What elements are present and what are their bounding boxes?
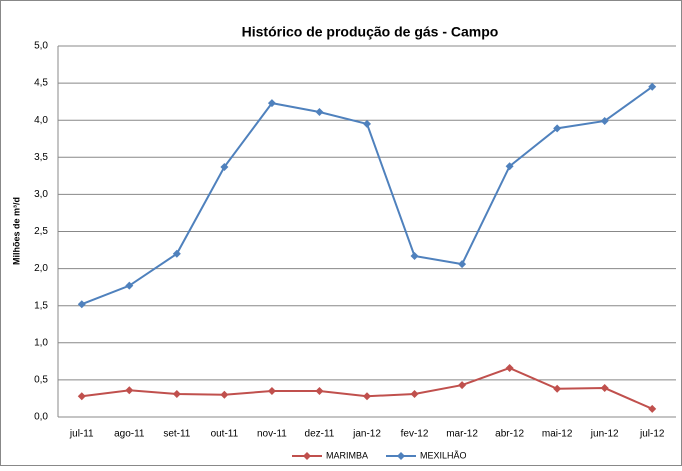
y-tick-label: 1,5 (34, 300, 48, 311)
marker (553, 124, 562, 133)
y-tick-label: 4,0 (34, 115, 48, 126)
legend-marker (303, 452, 311, 460)
marker (267, 387, 276, 396)
marker (600, 384, 609, 393)
marker (505, 364, 514, 373)
x-tick-label: ago-11 (114, 429, 145, 440)
marker (172, 389, 181, 398)
x-tick-label: abr-12 (495, 429, 524, 440)
marker (315, 387, 324, 396)
marker (410, 389, 419, 398)
x-tick-label: jan-12 (352, 429, 381, 440)
x-tick-label: dez-11 (305, 429, 335, 440)
marker (267, 99, 276, 108)
marker (220, 390, 229, 399)
marker (77, 300, 86, 309)
y-tick-label: 1,0 (34, 337, 48, 348)
marker (172, 249, 181, 258)
y-tick-label: 2,0 (34, 263, 48, 274)
x-tick-label: out-11 (211, 429, 239, 440)
marker (410, 251, 419, 260)
marker (600, 116, 609, 125)
y-tick-label: 3,0 (34, 189, 48, 200)
x-tick-label: mai-12 (542, 429, 573, 440)
y-axis-label: Milhões de m³/d (11, 197, 21, 265)
marker (553, 384, 562, 393)
y-tick-label: 0,5 (34, 375, 48, 386)
marker (458, 260, 467, 269)
marker (220, 162, 229, 171)
x-tick-label: jul-12 (639, 429, 665, 440)
y-tick-label: 2,5 (34, 226, 48, 237)
x-tick-label: nov-11 (257, 429, 287, 440)
y-tick-label: 5,0 (34, 41, 48, 52)
x-tick-label: fev-12 (401, 429, 429, 440)
marker (648, 404, 657, 413)
marker (315, 108, 324, 117)
marker (363, 392, 371, 401)
marker (458, 381, 467, 390)
y-tick-label: 0,0 (34, 412, 48, 423)
marker (77, 392, 86, 401)
legend-label: MARIMBA (326, 450, 368, 460)
marker (125, 386, 134, 395)
marker (648, 82, 657, 91)
x-tick-label: jul-11 (69, 429, 94, 440)
legend-label: MEXILHÃO (420, 450, 467, 460)
marker (505, 162, 514, 171)
marker (125, 281, 134, 290)
y-tick-label: 4,5 (34, 78, 48, 89)
x-tick-label: set-11 (163, 429, 190, 440)
legend-marker (397, 452, 405, 460)
chart-title: Histórico de produção de gás - Campo (242, 24, 499, 40)
marker (363, 119, 371, 128)
x-tick-label: jun-12 (590, 429, 619, 440)
x-tick-label: mar-12 (446, 429, 478, 440)
y-tick-label: 3,5 (34, 152, 48, 163)
